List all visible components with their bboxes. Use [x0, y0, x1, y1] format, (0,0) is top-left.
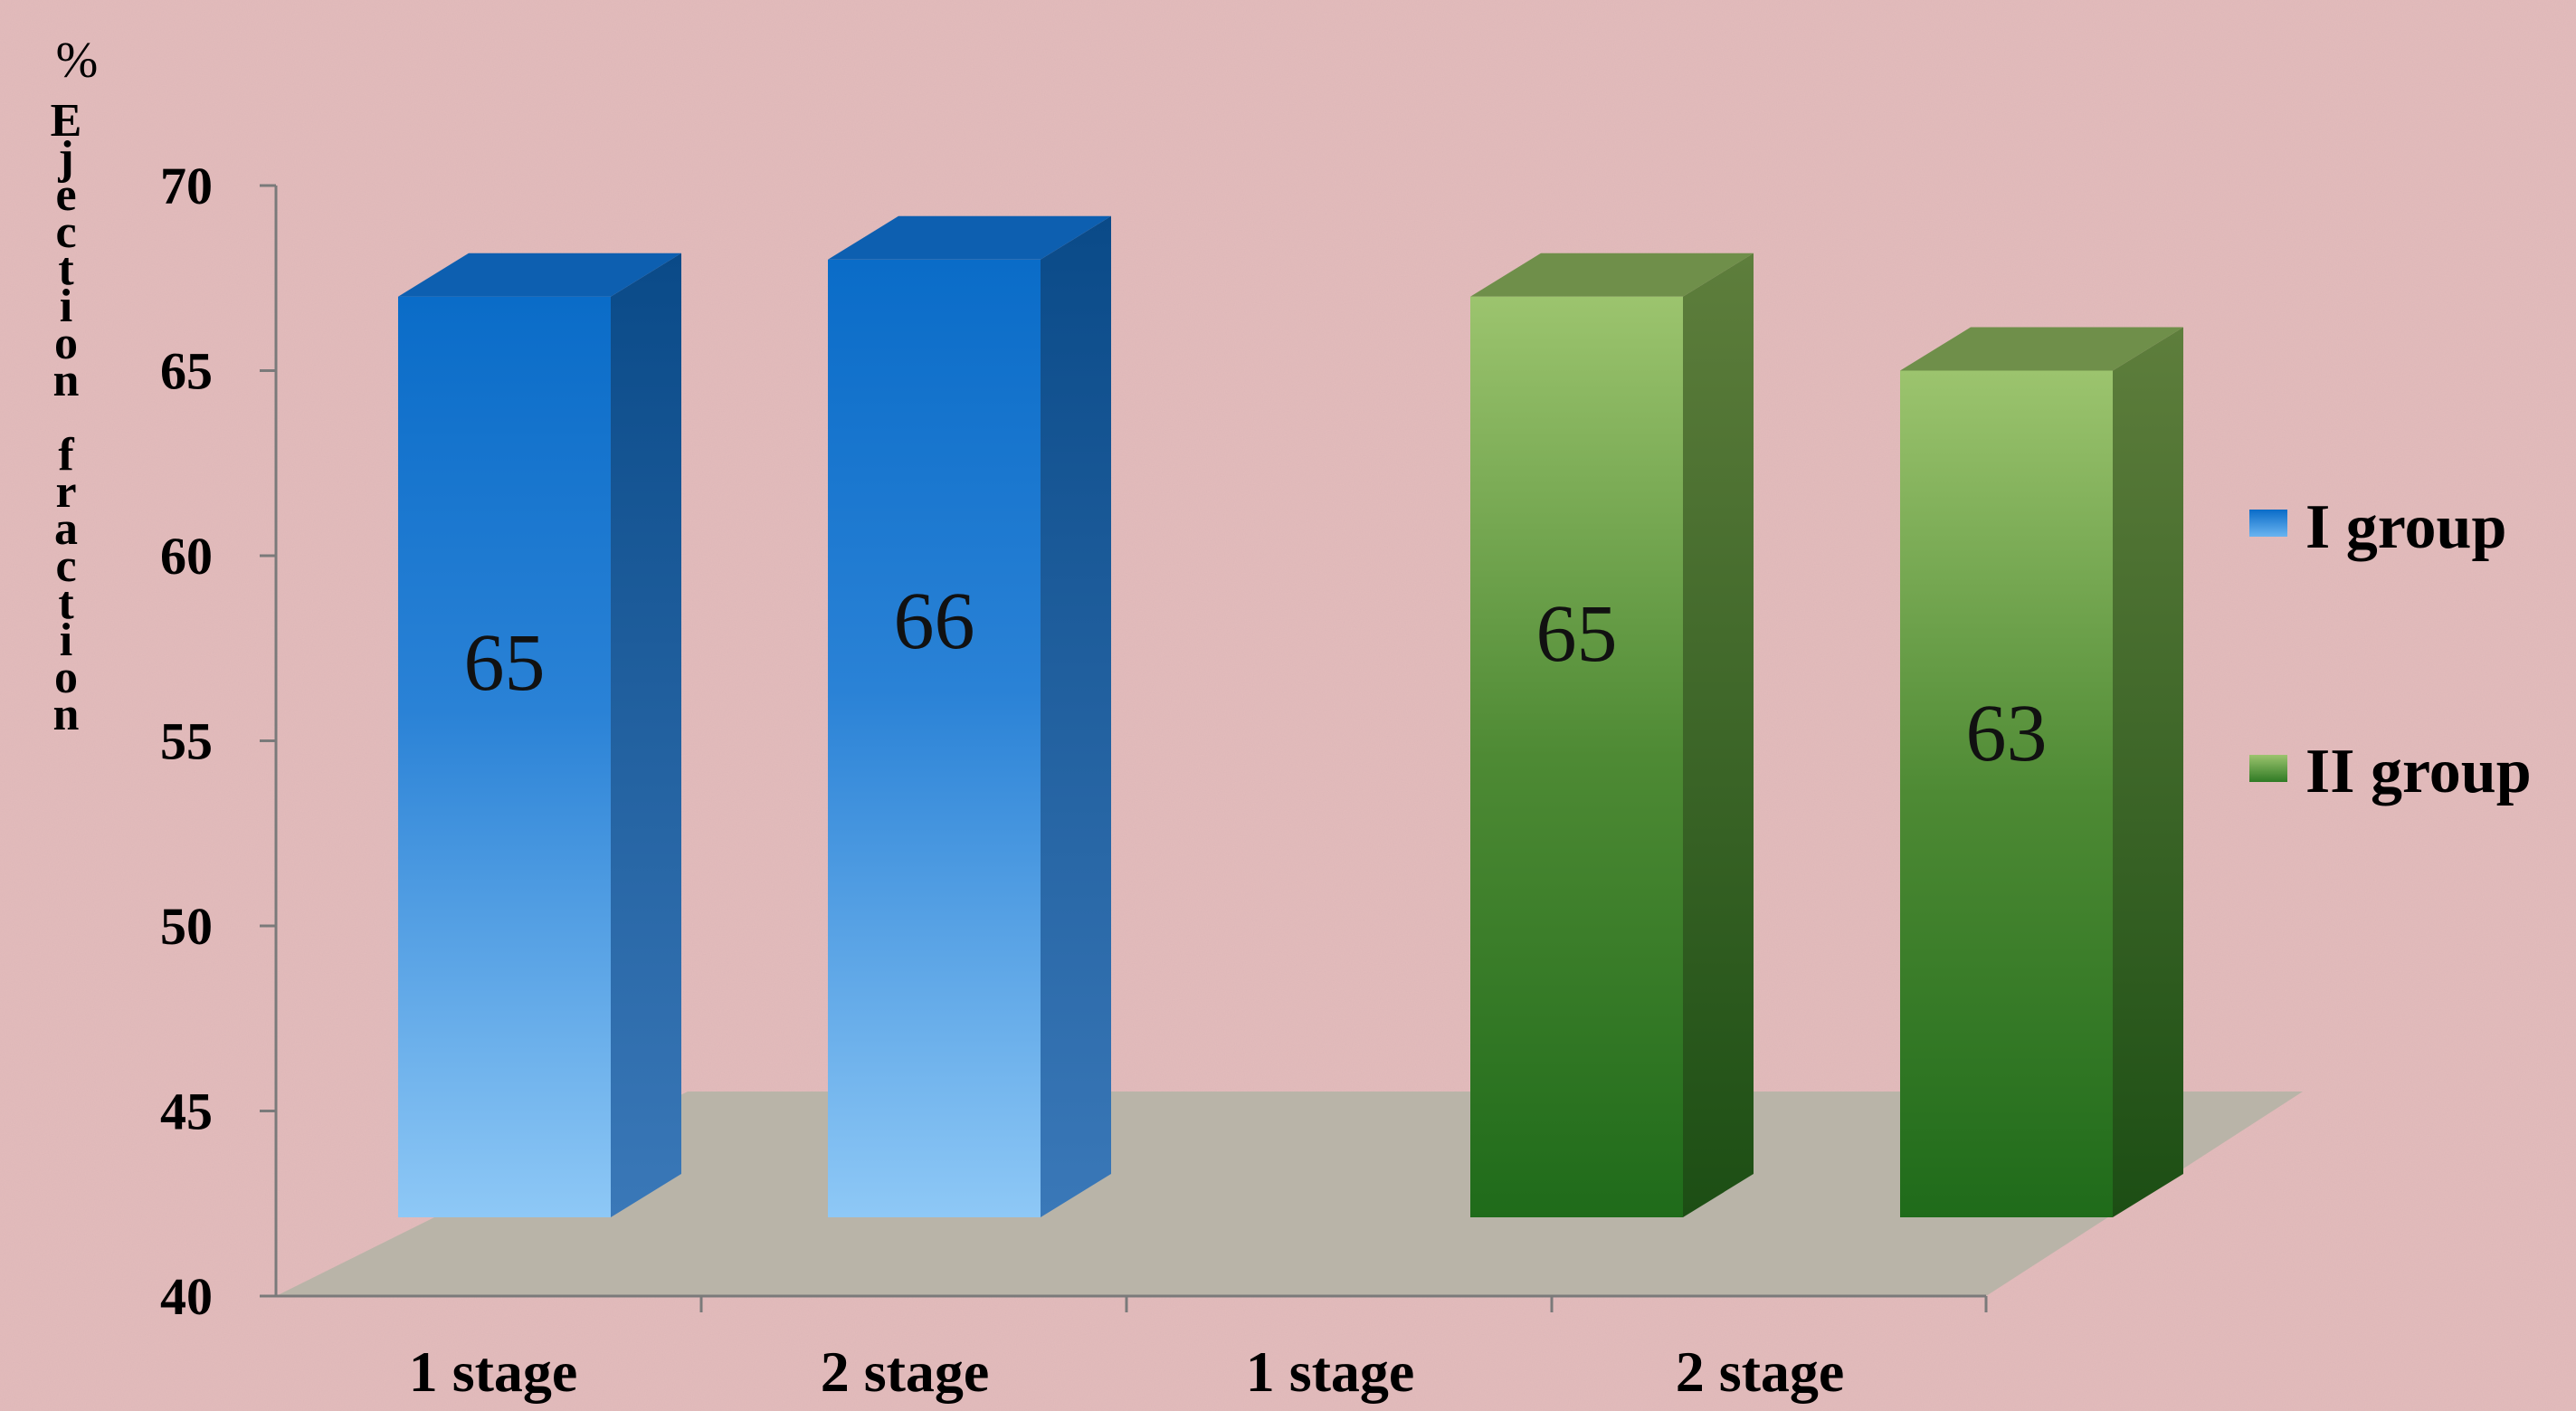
y-axis-unit: % — [56, 33, 99, 89]
bar-side — [1683, 253, 1754, 1218]
bar-top — [1900, 327, 2183, 371]
y-tick-label: 40 — [160, 1267, 213, 1326]
bar-front — [398, 296, 611, 1217]
bar-data-label: 65 — [464, 618, 546, 708]
y-tick-label: 65 — [160, 342, 213, 401]
category-label: 2 stage — [821, 1339, 990, 1404]
legend: I group II group — [2249, 492, 2532, 806]
y-axis-ticks: 70 65 60 55 50 45 40 — [160, 157, 276, 1326]
y-axis-title-letter: f — [58, 429, 74, 481]
bar-side — [611, 253, 681, 1218]
y-axis-title-letter: i — [60, 615, 72, 666]
y-axis-title-letter: e — [55, 169, 76, 221]
bar-3: 65 — [1470, 253, 1754, 1218]
y-axis-title-letter: E — [51, 95, 82, 147]
bar-front — [1900, 370, 2113, 1217]
y-axis-title-letter: j — [57, 132, 73, 184]
y-tick-label: 55 — [160, 712, 213, 771]
bar-top — [398, 253, 681, 297]
y-axis-title-letter: i — [60, 281, 72, 332]
legend-swatch-ii-group — [2249, 755, 2287, 782]
y-tick-label: 70 — [160, 157, 213, 215]
bar-top — [1470, 253, 1754, 297]
bar-2: 66 — [828, 215, 1111, 1217]
category-label: 2 stage — [1676, 1339, 1845, 1404]
y-axis-title-letter: a — [54, 503, 78, 555]
y-axis-title-letter: n — [53, 689, 80, 740]
y-axis-title-letter: c — [55, 540, 76, 592]
y-axis-title-letter: r — [55, 466, 76, 518]
bar-data-label: 65 — [1536, 589, 1618, 679]
bars-group: 65 66 65 63 — [398, 215, 2183, 1218]
bar-data-label: 66 — [894, 577, 975, 666]
category-label: 1 stage — [1246, 1339, 1415, 1404]
y-tick-label: 45 — [160, 1082, 213, 1141]
category-label: 1 stage — [409, 1339, 578, 1404]
legend-label-i-group: I group — [2305, 492, 2506, 562]
category-labels: 1 stage 2 stage 1 stage 2 stage — [409, 1339, 1845, 1404]
bar-top — [828, 215, 1111, 260]
bar-side — [2113, 327, 2183, 1217]
bar-data-label: 63 — [1966, 689, 2048, 778]
y-axis-title-letter: o — [54, 652, 78, 703]
x-axis-ticks — [699, 1296, 1988, 1312]
y-tick-label: 50 — [160, 897, 213, 956]
legend-swatch-i-group — [2249, 510, 2287, 537]
bar-front — [828, 259, 1041, 1217]
bar-1: 65 — [398, 253, 681, 1218]
bar-side — [1041, 215, 1111, 1217]
y-axis-title-letter: t — [58, 577, 74, 629]
bar-front — [1470, 296, 1683, 1217]
legend-label-ii-group: II group — [2305, 737, 2532, 806]
y-axis-title-letter: t — [58, 243, 74, 295]
y-axis-title-letter: n — [53, 355, 80, 406]
chart-floor — [276, 1092, 2303, 1296]
y-axis-title-letter: o — [54, 318, 78, 369]
bar-4: 63 — [1900, 327, 2183, 1217]
y-tick-label: 60 — [160, 527, 213, 586]
y-axis-title-letter: c — [55, 206, 76, 258]
